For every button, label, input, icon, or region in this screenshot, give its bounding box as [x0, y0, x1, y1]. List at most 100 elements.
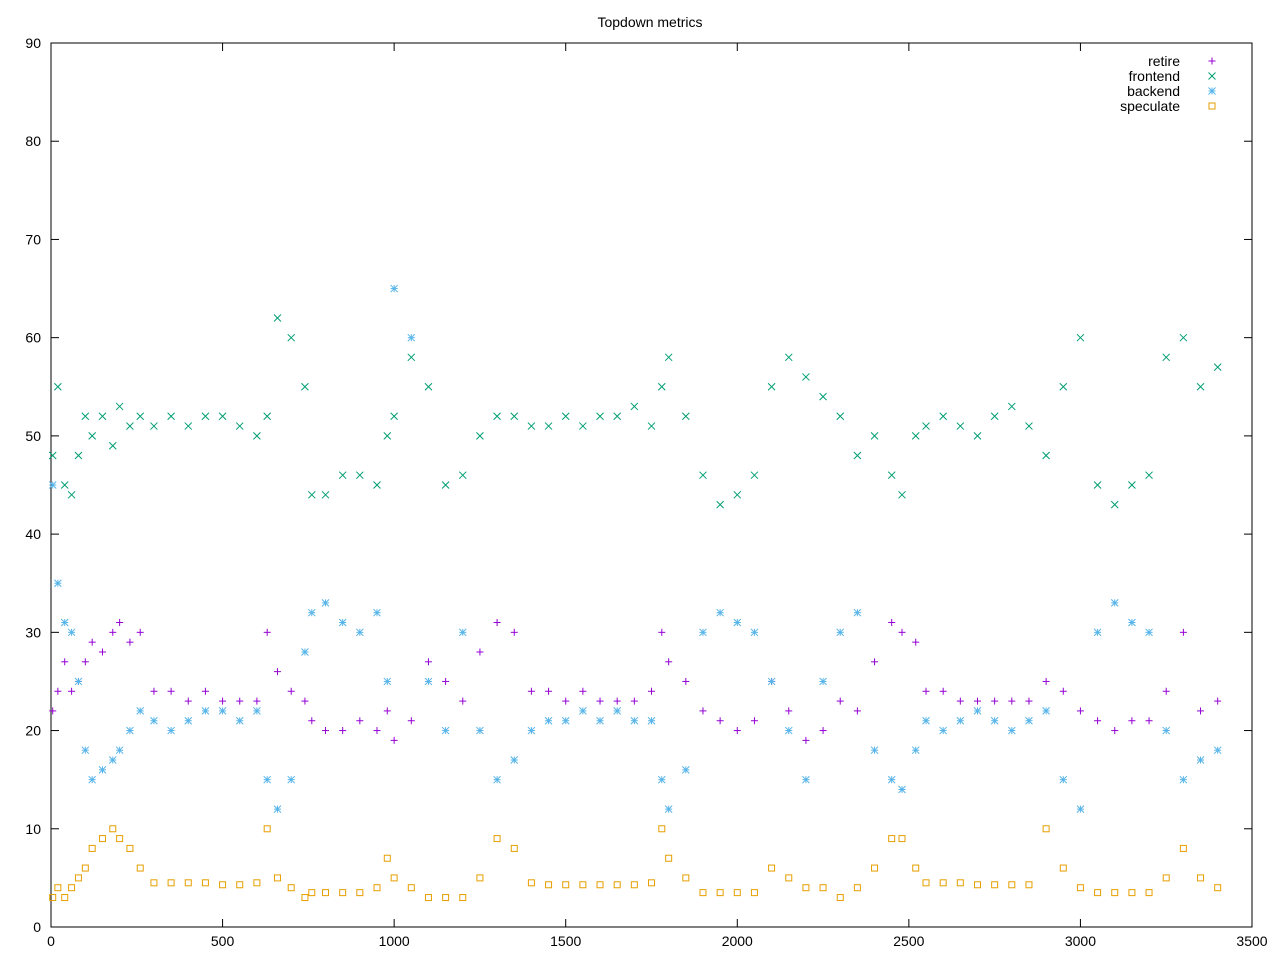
- point-speculate: [219, 881, 227, 889]
- point-speculate: [1059, 864, 1067, 872]
- point-frontend: [561, 412, 570, 421]
- point-speculate: [74, 874, 82, 882]
- point-speculate: [956, 879, 964, 887]
- point-speculate: [61, 894, 69, 902]
- point-frontend: [150, 422, 158, 430]
- point-retire: [1094, 717, 1102, 725]
- series-frontend: [48, 314, 1222, 509]
- point-backend: [887, 775, 896, 784]
- point-speculate: [301, 894, 309, 902]
- point-speculate: [579, 881, 587, 889]
- point-speculate: [1179, 844, 1187, 852]
- point-backend: [579, 707, 587, 715]
- point-frontend: [911, 432, 920, 440]
- point-frontend: [579, 422, 587, 430]
- point-backend: [544, 716, 553, 725]
- point-frontend: [750, 471, 759, 480]
- point-backend: [939, 726, 948, 735]
- point-retire: [81, 658, 89, 666]
- point-retire: [273, 668, 281, 676]
- point-speculate: [716, 889, 724, 897]
- point-backend: [1196, 756, 1205, 764]
- y-tick-label: 90: [25, 35, 41, 51]
- point-speculate: [1042, 825, 1050, 833]
- x-tick-label: 1000: [379, 933, 410, 949]
- x-tick-label: 2500: [893, 933, 924, 949]
- y-tick-label: 60: [25, 330, 41, 346]
- point-frontend: [81, 412, 90, 421]
- point-backend: [681, 765, 690, 774]
- point-frontend: [870, 432, 879, 440]
- legend-label: backend: [1127, 83, 1180, 99]
- point-retire: [219, 697, 227, 705]
- legend-item-retire: retire: [1148, 53, 1216, 69]
- point-frontend: [1007, 402, 1016, 411]
- point-backend: [287, 775, 296, 784]
- point-speculate: [339, 889, 347, 897]
- tick-labels: 0 500 1000 1500 2000 2500 3000 3500 0 10 20 30 40 50 6…: [25, 35, 1267, 949]
- point-backend: [784, 726, 793, 735]
- point-retire: [1128, 717, 1136, 725]
- point-retire: [836, 697, 844, 705]
- point-speculate: [109, 825, 117, 833]
- point-speculate: [733, 889, 741, 897]
- point-retire: [973, 697, 981, 705]
- point-frontend: [201, 412, 210, 421]
- point-retire: [871, 658, 879, 666]
- point-frontend: [733, 490, 742, 499]
- point-retire: [888, 619, 896, 627]
- point-retire: [493, 619, 501, 627]
- point-frontend: [407, 353, 416, 362]
- y-tick-label: 20: [25, 723, 41, 739]
- point-retire: [785, 707, 793, 715]
- point-backend: [956, 716, 965, 725]
- point-backend: [750, 628, 759, 637]
- point-frontend: [167, 412, 175, 421]
- point-retire: [545, 687, 553, 695]
- point-backend: [390, 284, 398, 293]
- point-retire: [819, 727, 827, 735]
- legend-marker-frontend: [1208, 72, 1216, 80]
- point-frontend: [126, 422, 134, 430]
- point-speculate: [922, 879, 930, 887]
- point-retire: [390, 736, 398, 744]
- x-tick-label: 3500: [1236, 933, 1267, 949]
- point-backend: [88, 775, 97, 784]
- point-speculate: [1008, 881, 1016, 889]
- legend-marker-backend: [1208, 87, 1216, 95]
- point-backend: [699, 628, 707, 637]
- point-retire: [184, 697, 192, 705]
- point-retire: [98, 648, 106, 656]
- point-backend: [613, 707, 622, 715]
- point-retire: [922, 687, 930, 695]
- point-retire: [562, 697, 570, 705]
- point-speculate: [68, 884, 76, 892]
- point-frontend: [819, 392, 827, 401]
- point-retire: [126, 638, 134, 646]
- point-frontend: [802, 373, 810, 381]
- point-retire: [49, 707, 57, 715]
- point-frontend: [1179, 333, 1188, 342]
- point-speculate: [150, 879, 158, 887]
- chart-title: Topdown metrics: [597, 14, 702, 30]
- point-speculate: [613, 881, 621, 889]
- series-layer: [48, 284, 1222, 902]
- point-frontend: [1213, 363, 1222, 371]
- point-speculate: [527, 879, 535, 887]
- point-backend: [1076, 805, 1085, 813]
- point-speculate: [853, 884, 861, 892]
- point-retire: [1197, 707, 1205, 715]
- point-retire: [373, 727, 381, 735]
- point-retire: [1214, 697, 1222, 705]
- point-speculate: [898, 835, 906, 843]
- point-speculate: [545, 881, 553, 889]
- point-speculate: [1128, 889, 1136, 897]
- point-frontend: [458, 471, 467, 480]
- point-backend: [561, 716, 570, 725]
- point-speculate: [81, 864, 89, 872]
- point-speculate: [407, 884, 415, 892]
- point-frontend: [1162, 353, 1171, 362]
- point-retire: [1162, 687, 1170, 695]
- point-frontend: [939, 412, 948, 421]
